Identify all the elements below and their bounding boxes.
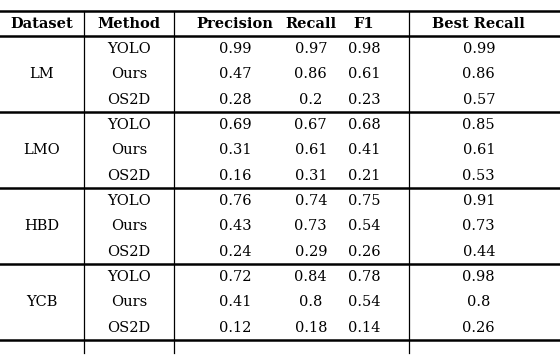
Text: 0.31: 0.31 xyxy=(219,143,251,157)
Text: Dataset: Dataset xyxy=(11,17,73,31)
Text: YOLO: YOLO xyxy=(107,42,151,56)
Text: 0.47: 0.47 xyxy=(219,67,251,81)
Text: OS2D: OS2D xyxy=(107,92,151,107)
Text: 0.98: 0.98 xyxy=(463,270,495,284)
Text: 0.8: 0.8 xyxy=(299,296,323,309)
Text: 0.18: 0.18 xyxy=(295,321,327,335)
Text: 0.72: 0.72 xyxy=(219,270,251,284)
Text: 0.29: 0.29 xyxy=(295,245,327,259)
Text: 0.26: 0.26 xyxy=(348,245,380,259)
Text: 0.57: 0.57 xyxy=(463,92,495,107)
Text: 0.85: 0.85 xyxy=(463,118,495,132)
Text: 0.14: 0.14 xyxy=(348,321,380,335)
Text: 0.61: 0.61 xyxy=(295,143,327,157)
Text: 0.78: 0.78 xyxy=(348,270,380,284)
Text: Best Recall: Best Recall xyxy=(432,17,525,31)
Text: 0.28: 0.28 xyxy=(219,92,251,107)
Text: 0.84: 0.84 xyxy=(295,270,327,284)
Text: 0.53: 0.53 xyxy=(463,169,495,183)
Text: Precision: Precision xyxy=(197,17,274,31)
Text: YOLO: YOLO xyxy=(107,270,151,284)
Text: 0.44: 0.44 xyxy=(463,245,495,259)
Text: 0.69: 0.69 xyxy=(219,118,251,132)
Text: HBD: HBD xyxy=(25,219,59,233)
Text: 0.86: 0.86 xyxy=(463,67,495,81)
Text: 0.12: 0.12 xyxy=(219,321,251,335)
Text: 0.21: 0.21 xyxy=(348,169,380,183)
Text: 0.61: 0.61 xyxy=(348,67,380,81)
Text: 0.68: 0.68 xyxy=(348,118,380,132)
Text: Ours: Ours xyxy=(111,67,147,81)
Text: LM: LM xyxy=(30,67,54,81)
Text: OS2D: OS2D xyxy=(107,321,151,335)
Text: 0.54: 0.54 xyxy=(348,219,380,233)
Text: 0.98: 0.98 xyxy=(348,42,380,56)
Text: YCB: YCB xyxy=(26,296,58,309)
Text: 0.97: 0.97 xyxy=(295,42,327,56)
Text: 0.91: 0.91 xyxy=(463,194,495,208)
Text: 0.2: 0.2 xyxy=(299,92,323,107)
Text: 0.43: 0.43 xyxy=(219,219,251,233)
Text: 0.73: 0.73 xyxy=(463,219,495,233)
Text: 0.16: 0.16 xyxy=(219,169,251,183)
Text: Ours: Ours xyxy=(111,219,147,233)
Text: Ours: Ours xyxy=(111,296,147,309)
Text: YOLO: YOLO xyxy=(107,118,151,132)
Text: Ours: Ours xyxy=(111,143,147,157)
Text: 0.41: 0.41 xyxy=(219,296,251,309)
Text: 0.26: 0.26 xyxy=(463,321,495,335)
Text: 0.67: 0.67 xyxy=(295,118,327,132)
Text: 0.74: 0.74 xyxy=(295,194,327,208)
Text: 0.99: 0.99 xyxy=(219,42,251,56)
Text: 0.86: 0.86 xyxy=(295,67,327,81)
Text: OS2D: OS2D xyxy=(107,169,151,183)
Text: F1: F1 xyxy=(354,17,374,31)
Text: LMO: LMO xyxy=(24,143,60,157)
Text: 0.23: 0.23 xyxy=(348,92,380,107)
Text: 0.8: 0.8 xyxy=(467,296,491,309)
Text: 0.54: 0.54 xyxy=(348,296,380,309)
Text: 0.76: 0.76 xyxy=(219,194,251,208)
Text: 0.24: 0.24 xyxy=(219,245,251,259)
Text: 0.73: 0.73 xyxy=(295,219,327,233)
Text: 0.31: 0.31 xyxy=(295,169,327,183)
Text: Method: Method xyxy=(97,17,160,31)
Text: YOLO: YOLO xyxy=(107,194,151,208)
Text: 0.61: 0.61 xyxy=(463,143,495,157)
Text: 0.99: 0.99 xyxy=(463,42,495,56)
Text: 0.75: 0.75 xyxy=(348,194,380,208)
Text: OS2D: OS2D xyxy=(107,245,151,259)
Text: Recall: Recall xyxy=(285,17,337,31)
Text: 0.41: 0.41 xyxy=(348,143,380,157)
